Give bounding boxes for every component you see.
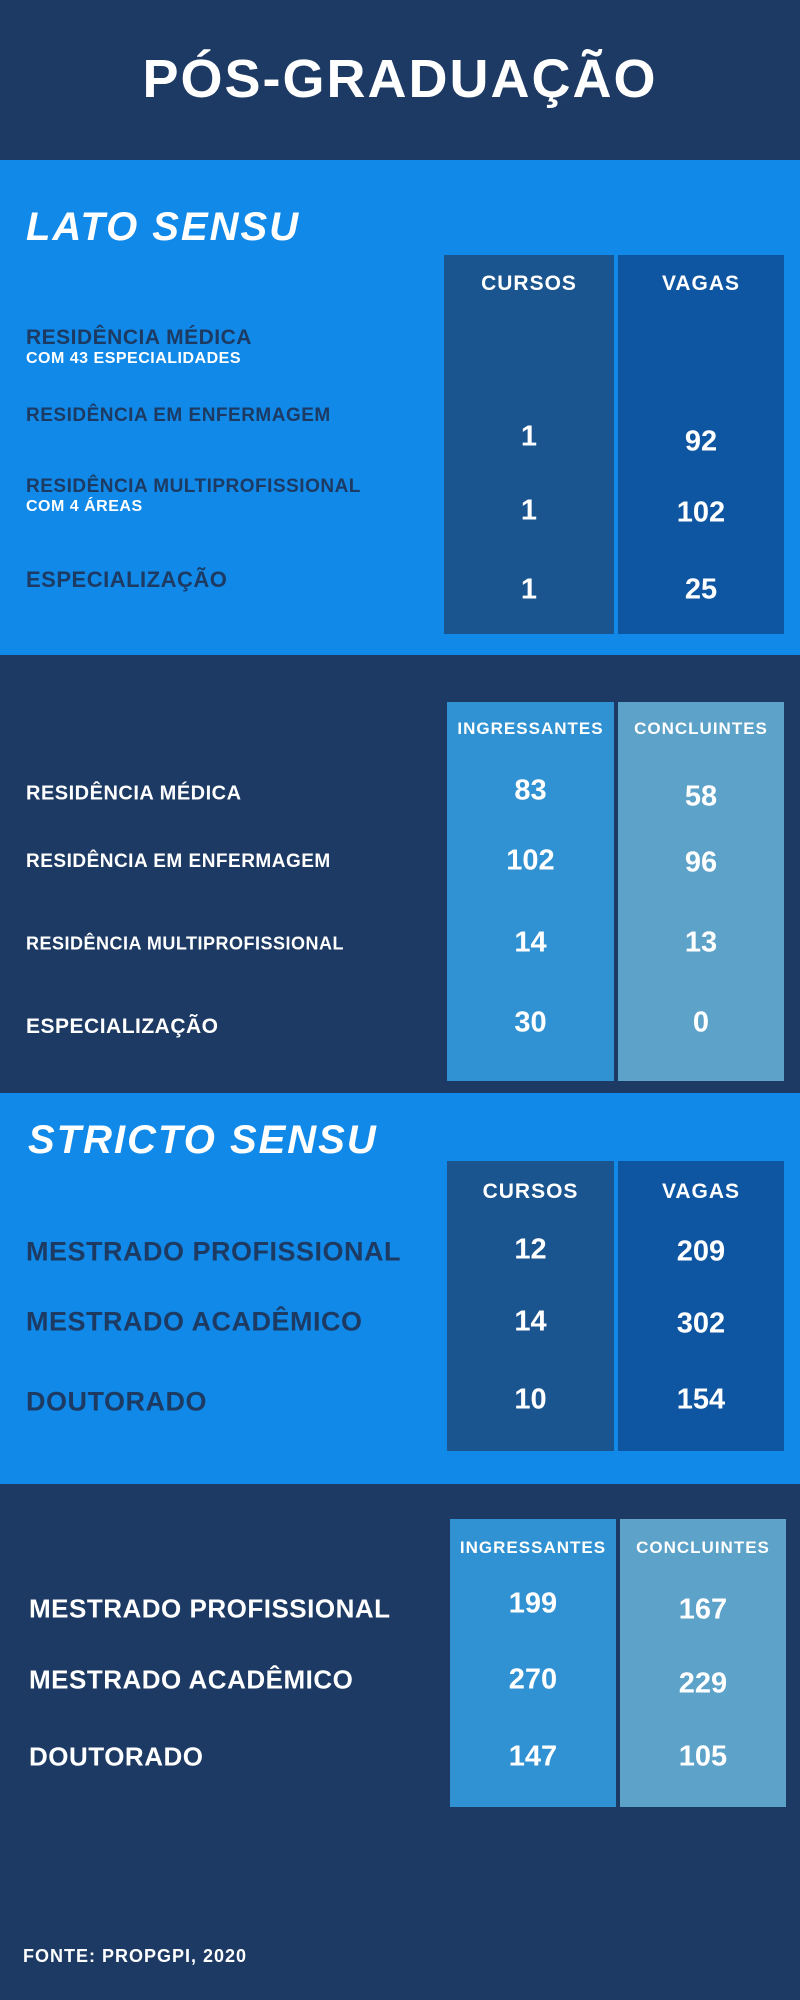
cell: 96: [684, 846, 718, 879]
concluintes-column: CONCLUINTES 167 229 105: [620, 1519, 786, 1807]
cell: 102: [676, 496, 726, 529]
column-header: CONCLUINTES: [636, 1538, 770, 1557]
column-header: CONCLUINTES: [634, 719, 768, 738]
cell: 83: [514, 774, 547, 807]
vagas-column: VAGAS 92 102 25 30: [618, 255, 784, 687]
cell: 229: [678, 1667, 728, 1700]
row-label: RESIDÊNCIA EM ENFERMAGEM: [26, 405, 331, 426]
section-title: STRICTO SENSU: [28, 1118, 378, 1162]
cursos-column: CURSOS 12 14 10: [447, 1161, 614, 1451]
row-label: DOUTORADO: [29, 1741, 204, 1772]
row-label: MESTRADO PROFISSIONAL: [26, 1236, 402, 1267]
label-main: RESIDÊNCIA MÉDICA: [26, 326, 252, 349]
section-title: LATO SENSU: [26, 205, 301, 249]
column-header: CURSOS: [481, 272, 577, 295]
header: PÓS-GRADUAÇÃO: [0, 0, 800, 160]
row-label: MESTRADO ACADÊMICO: [29, 1664, 354, 1695]
row-label: MESTRADO ACADÊMICO: [26, 1306, 363, 1337]
row-label: ESPECIALIZAÇÃO: [26, 567, 228, 592]
row-label: DOUTORADO: [26, 1386, 208, 1417]
cell: 0: [692, 1006, 710, 1039]
cell: 199: [508, 1587, 558, 1620]
cell: 167: [678, 1593, 728, 1626]
cell: 14: [514, 926, 547, 959]
cell: 302: [676, 1307, 726, 1340]
lato-flow-section: INGRESSANTES 83 102 14 30 CONCLUINTES 58…: [0, 655, 800, 1093]
row-label: MESTRADO PROFISSIONAL: [29, 1593, 391, 1624]
row-label: RESIDÊNCIA EM ENFERMAGEM: [26, 851, 331, 872]
page-title: PÓS-GRADUAÇÃO: [142, 49, 658, 109]
stricto-flow-section: INGRESSANTES 199 270 147 CONCLUINTES 167…: [0, 1484, 800, 2000]
cell: 58: [684, 780, 718, 813]
ingressantes-column: INGRESSANTES 199 270 147: [450, 1519, 616, 1807]
column-header: INGRESSANTES: [459, 1538, 607, 1557]
cell: 14: [514, 1305, 547, 1338]
label-sub: COM 43 ESPECIALIDADES: [26, 350, 241, 367]
cell: 209: [676, 1235, 726, 1268]
cell: 147: [508, 1740, 558, 1773]
cell: 1: [520, 494, 538, 527]
row-label: RESIDÊNCIA MÉDICA: [26, 782, 242, 805]
cell: 25: [684, 573, 718, 606]
label-sub: COM 4 ÁREAS: [26, 498, 143, 515]
vagas-column: VAGAS 209 302 154: [618, 1161, 784, 1451]
cursos-column: CURSOS 1 1 1 1: [444, 255, 614, 689]
row-label: RESIDÊNCIA MÉDICA COM 43 ESPECIALIDADES: [26, 326, 252, 368]
row-label: ESPECIALIZAÇÃO: [26, 1015, 219, 1038]
source-footer: FONTE: PROPGPI, 2020: [23, 1946, 248, 1966]
cell: 105: [678, 1740, 728, 1773]
row-label: RESIDÊNCIA MULTIPROFISSIONAL COM 4 ÁREAS: [26, 476, 361, 516]
cell: 102: [506, 844, 555, 877]
cell: 270: [508, 1663, 558, 1696]
ingressantes-column: INGRESSANTES 83 102 14 30: [447, 702, 614, 1081]
lato-sensu-section: LATO SENSU CURSOS 1 1 1 1 VAGAS 92 102 2…: [0, 160, 800, 689]
row-label: RESIDÊNCIA MULTIPROFISSIONAL: [26, 933, 345, 954]
cell: 154: [676, 1383, 726, 1416]
cell: 1: [520, 573, 538, 606]
cell: 30: [514, 1006, 547, 1039]
stricto-sensu-section: STRICTO SENSU CURSOS 12 14 10 VAGAS 209 …: [0, 1093, 800, 1484]
cell: 92: [684, 425, 718, 458]
cell: 12: [514, 1233, 547, 1266]
column-header: VAGAS: [661, 1180, 741, 1203]
cell: 1: [520, 420, 538, 453]
cell: 13: [684, 926, 718, 959]
concluintes-column: CONCLUINTES 58 96 13 0: [618, 702, 784, 1081]
column-header: CURSOS: [482, 1180, 579, 1203]
label-main: RESIDÊNCIA MULTIPROFISSIONAL: [26, 476, 361, 497]
cell: 10: [514, 1383, 547, 1416]
column-header: VAGAS: [661, 272, 741, 295]
column-header: INGRESSANTES: [457, 719, 604, 738]
